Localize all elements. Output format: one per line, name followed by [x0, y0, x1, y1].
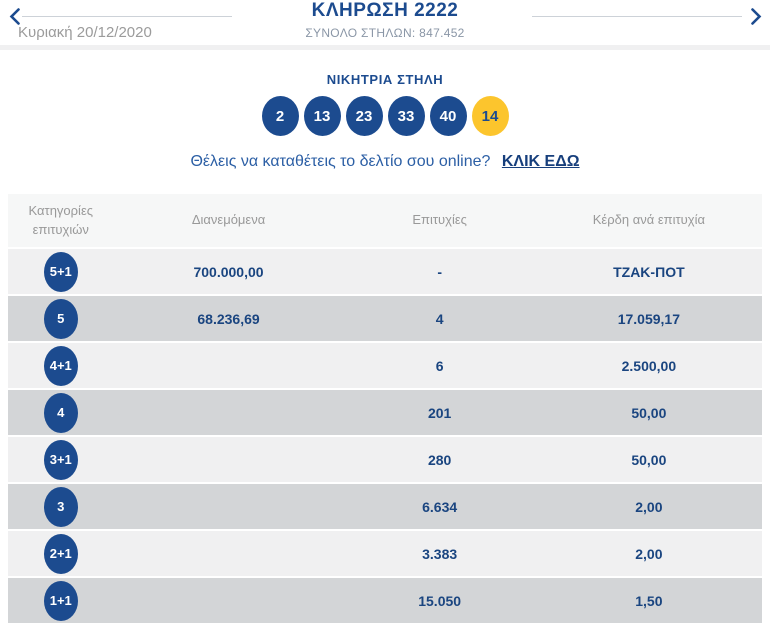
click-here-link[interactable]: ΚΛΙΚ ΕΔΩ [501, 153, 580, 170]
winners-cell: 3.383 [422, 545, 458, 562]
cta-question: Θέλεις να καταθέτεις το δελτίο σου onlin… [190, 153, 491, 170]
category-badge: 2+1 [43, 533, 78, 574]
category-cell: 4+1 [8, 345, 114, 386]
table-row: 3 6.634 2,00 [8, 484, 762, 529]
prize-cell: 1,50 [635, 592, 663, 609]
table-row: 1+1 15.050 1,50 [8, 578, 762, 623]
category-cell: 5 [8, 298, 114, 339]
winners-cell: 15.050 [418, 592, 462, 609]
column-header-distributed: Διανεμόμενα [191, 212, 266, 228]
category-badge: 4 [43, 392, 78, 433]
winners-cell: - [437, 263, 442, 280]
winning-number-ball: 2 [261, 96, 299, 136]
category-cell: 3 [8, 486, 114, 527]
prize-cell: ΤΖΑΚ-ΠΟΤ [613, 263, 685, 280]
header-divider-line-right [532, 16, 742, 17]
category-cell: 4 [8, 392, 114, 433]
distributed-cell: 700.000,00 [193, 263, 264, 280]
category-badge: 5+1 [43, 251, 78, 292]
category-badge: 1+1 [43, 580, 78, 621]
category-cell: 2+1 [8, 533, 114, 574]
distributed-cell: 68.236,69 [197, 310, 260, 327]
table-row: 5 68.236,69 4 17.059,17 [8, 296, 762, 341]
column-header-categories: Κατηγορίες επιτυχιών [28, 202, 93, 237]
category-badge: 3+1 [43, 439, 78, 480]
total-columns-label: ΣΥΝΟΛΟ ΣΤΗΛΩΝ: 847.452 [305, 26, 465, 40]
table-row: 2+1 3.383 2,00 [8, 531, 762, 576]
chevron-left-icon [9, 8, 20, 28]
draw-header: Κυριακή 20/12/2020 ΚΛΗΡΩΣΗ 2222 ΣΥΝΟΛΟ Σ… [0, 0, 770, 50]
prize-cell: 50,00 [631, 451, 667, 468]
winners-cell: 280 [427, 451, 452, 468]
prize-table-header: Κατηγορίες επιτυχιών Διανεμόμενα Επιτυχί… [8, 194, 762, 247]
table-row: 4 201 50,00 [8, 390, 762, 435]
prize-table-body: 5+1 700.000,00 - ΤΖΑΚ-ΠΟΤ 5 68.236,69 4 17.059,… [8, 249, 762, 623]
cta-row: Θέλεις να καταθέτεις το δελτίο σου onlin… [0, 153, 770, 171]
winners-cell: 6.634 [422, 498, 458, 515]
prize-cell: 17.059,17 [617, 310, 681, 327]
category-badge: 3 [43, 486, 78, 527]
header-divider-line-left [22, 16, 232, 17]
previous-draw-button[interactable] [4, 7, 24, 29]
section-divider [0, 45, 770, 50]
winners-cell: 6 [435, 357, 444, 374]
prize-cell: 50,00 [631, 404, 667, 421]
category-cell: 1+1 [8, 580, 114, 621]
winning-number-ball: 23 [345, 96, 383, 136]
winners-cell: 4 [435, 310, 444, 327]
table-row: 4+1 6 2.500,00 [8, 343, 762, 388]
table-row: 3+1 280 50,00 [8, 437, 762, 482]
winning-numbers: 2 13 23 33 40 14 [0, 96, 770, 136]
column-header-winners: Επιτυχίες [412, 212, 467, 228]
next-draw-button[interactable] [746, 7, 766, 29]
prize-cell: 2.500,00 [621, 357, 677, 374]
category-badge: 5 [43, 298, 78, 339]
winning-number-ball: 33 [387, 96, 425, 136]
table-row: 5+1 700.000,00 - ΤΖΑΚ-ΠΟΤ [8, 249, 762, 294]
draw-title: ΚΛΗΡΩΣΗ 2222 [311, 0, 459, 21]
prize-table: Κατηγορίες επιτυχιών Διανεμόμενα Επιτυχί… [8, 194, 762, 623]
winners-cell: 201 [427, 404, 452, 421]
winning-column-heading: ΝΙΚΗΤΡΙΑ ΣΤΗΛΗ [326, 72, 444, 87]
bonus-number-ball: 14 [471, 96, 509, 136]
draw-header-center: ΚΛΗΡΩΣΗ 2222 ΣΥΝΟΛΟ ΣΤΗΛΩΝ: 847.452 [0, 0, 770, 40]
chevron-right-icon [750, 8, 762, 28]
category-cell: 3+1 [8, 439, 114, 480]
prize-cell: 2,00 [635, 498, 663, 515]
category-badge: 4+1 [43, 345, 78, 386]
category-cell: 5+1 [8, 251, 114, 292]
column-header-prize: Κέρδη ανά επιτυχία [592, 212, 705, 228]
winning-number-ball: 40 [429, 96, 467, 136]
draw-date: Κυριακή 20/12/2020 [18, 24, 152, 41]
prize-cell: 2,00 [635, 545, 663, 562]
winning-number-ball: 13 [303, 96, 341, 136]
